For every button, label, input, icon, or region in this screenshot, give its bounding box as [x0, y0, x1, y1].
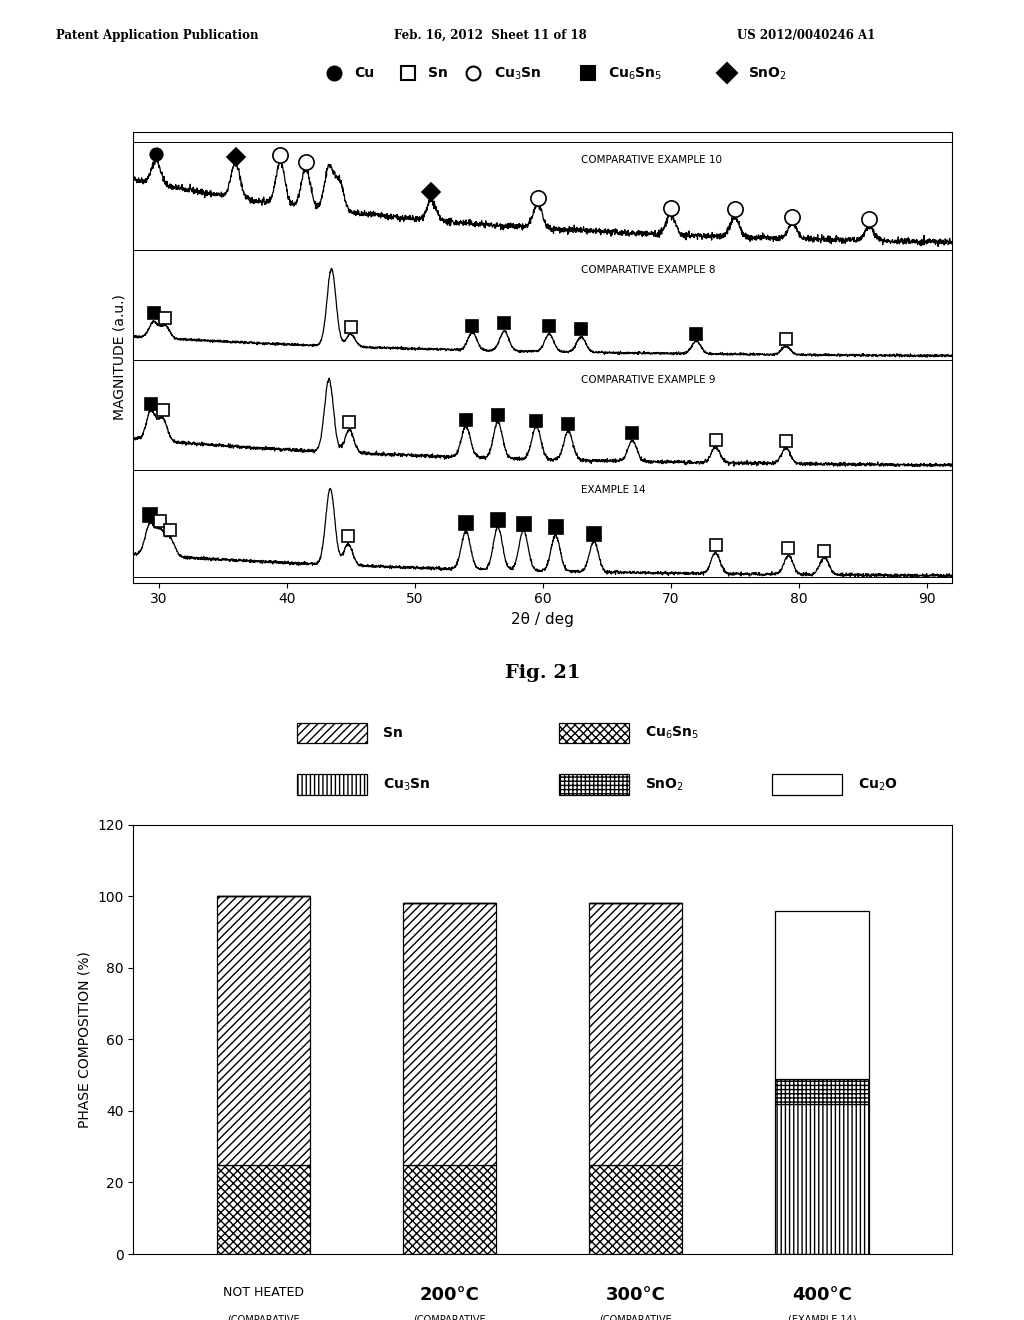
Text: SnO$_2$: SnO$_2$	[645, 776, 684, 792]
Text: Cu$_3$Sn: Cu$_3$Sn	[494, 65, 541, 82]
Text: Cu$_2$O: Cu$_2$O	[858, 776, 898, 792]
Bar	[589, 1164, 682, 1254]
Text: Cu$_6$Sn$_5$: Cu$_6$Sn$_5$	[645, 725, 699, 741]
Text: COMPARATIVE EXAMPLE 10: COMPARATIVE EXAMPLE 10	[582, 154, 722, 165]
Bar	[775, 911, 868, 1078]
Text: 200°C: 200°C	[420, 1286, 479, 1304]
Text: (COMPARATIVE
EXAMPLE 9): (COMPARATIVE EXAMPLE 9)	[599, 1315, 672, 1320]
Bar	[559, 722, 629, 743]
Text: COMPARATIVE EXAMPLE 9: COMPARATIVE EXAMPLE 9	[582, 375, 716, 385]
Y-axis label: MAGNITUDE (a.u.): MAGNITUDE (a.u.)	[113, 294, 126, 420]
Text: Feb. 16, 2012  Sheet 11 of 18: Feb. 16, 2012 Sheet 11 of 18	[394, 29, 587, 42]
Bar	[559, 774, 629, 795]
Bar	[772, 774, 842, 795]
Text: (COMPARATIVE
EXAMPLE 10): (COMPARATIVE EXAMPLE 10)	[227, 1315, 300, 1320]
Text: Fig. 21: Fig. 21	[505, 664, 581, 682]
Bar	[403, 1164, 497, 1254]
Text: EXAMPLE 14: EXAMPLE 14	[582, 486, 646, 495]
Text: Cu: Cu	[354, 66, 375, 81]
Text: Sn: Sn	[383, 726, 402, 741]
Bar	[297, 774, 367, 795]
Bar	[775, 1104, 868, 1254]
Text: Cu$_3$Sn: Cu$_3$Sn	[383, 776, 430, 792]
Bar	[589, 903, 682, 1164]
Text: NOT HEATED: NOT HEATED	[223, 1286, 304, 1299]
Text: US 2012/0040246 A1: US 2012/0040246 A1	[737, 29, 876, 42]
Bar	[217, 1164, 310, 1254]
Text: COMPARATIVE EXAMPLE 8: COMPARATIVE EXAMPLE 8	[582, 265, 716, 275]
X-axis label: 2θ / deg: 2θ / deg	[511, 612, 574, 627]
Bar	[775, 1078, 868, 1104]
Text: SnO$_2$: SnO$_2$	[748, 65, 786, 82]
Bar	[403, 903, 497, 1164]
Text: 300°C: 300°C	[606, 1286, 666, 1304]
Text: Cu$_6$Sn$_5$: Cu$_6$Sn$_5$	[608, 65, 663, 82]
Text: 400°C: 400°C	[792, 1286, 852, 1304]
Text: Patent Application Publication: Patent Application Publication	[56, 29, 259, 42]
Y-axis label: PHASE COMPOSITION (%): PHASE COMPOSITION (%)	[78, 950, 91, 1127]
Text: (EXAMPLE 14): (EXAMPLE 14)	[787, 1315, 856, 1320]
Bar	[297, 722, 367, 743]
Bar	[217, 896, 310, 1164]
Text: (COMPARATIVE
EXAMPLE 8): (COMPARATIVE EXAMPLE 8)	[414, 1315, 486, 1320]
Text: Sn: Sn	[428, 66, 447, 81]
